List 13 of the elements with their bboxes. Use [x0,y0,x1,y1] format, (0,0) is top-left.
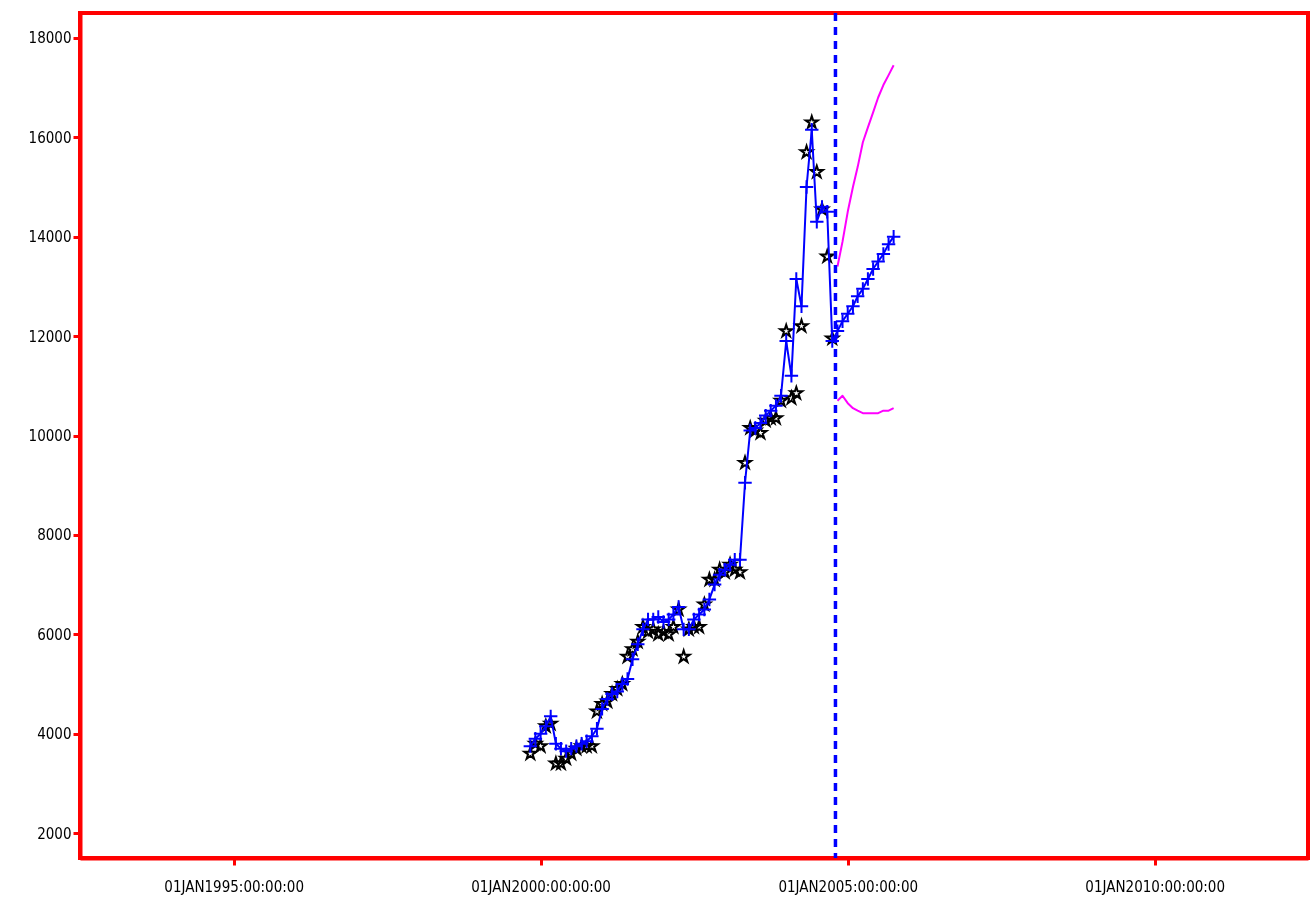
y-tick-label: 18000 [28,29,72,48]
x-tick-label: 01JAN1995:00:00:00 [164,877,304,896]
x-tick-label: 01JAN2005:00:00:00 [778,877,919,896]
y-tick-label: 4000 [37,725,72,744]
y-tick-label: 12000 [28,327,72,346]
y-tick-label: 2000 [37,824,72,843]
x-tick-label: 01JAN2010:00:00:00 [1085,877,1226,896]
y-tick-label: 6000 [37,625,72,644]
y-tick-label: 8000 [37,526,72,545]
y-tick-label: 16000 [28,128,72,147]
y-tick-label: 14000 [28,228,72,247]
y-tick-label: 10000 [28,427,72,445]
x-tick-label: 01JAN2000:00:00:00 [471,877,611,896]
